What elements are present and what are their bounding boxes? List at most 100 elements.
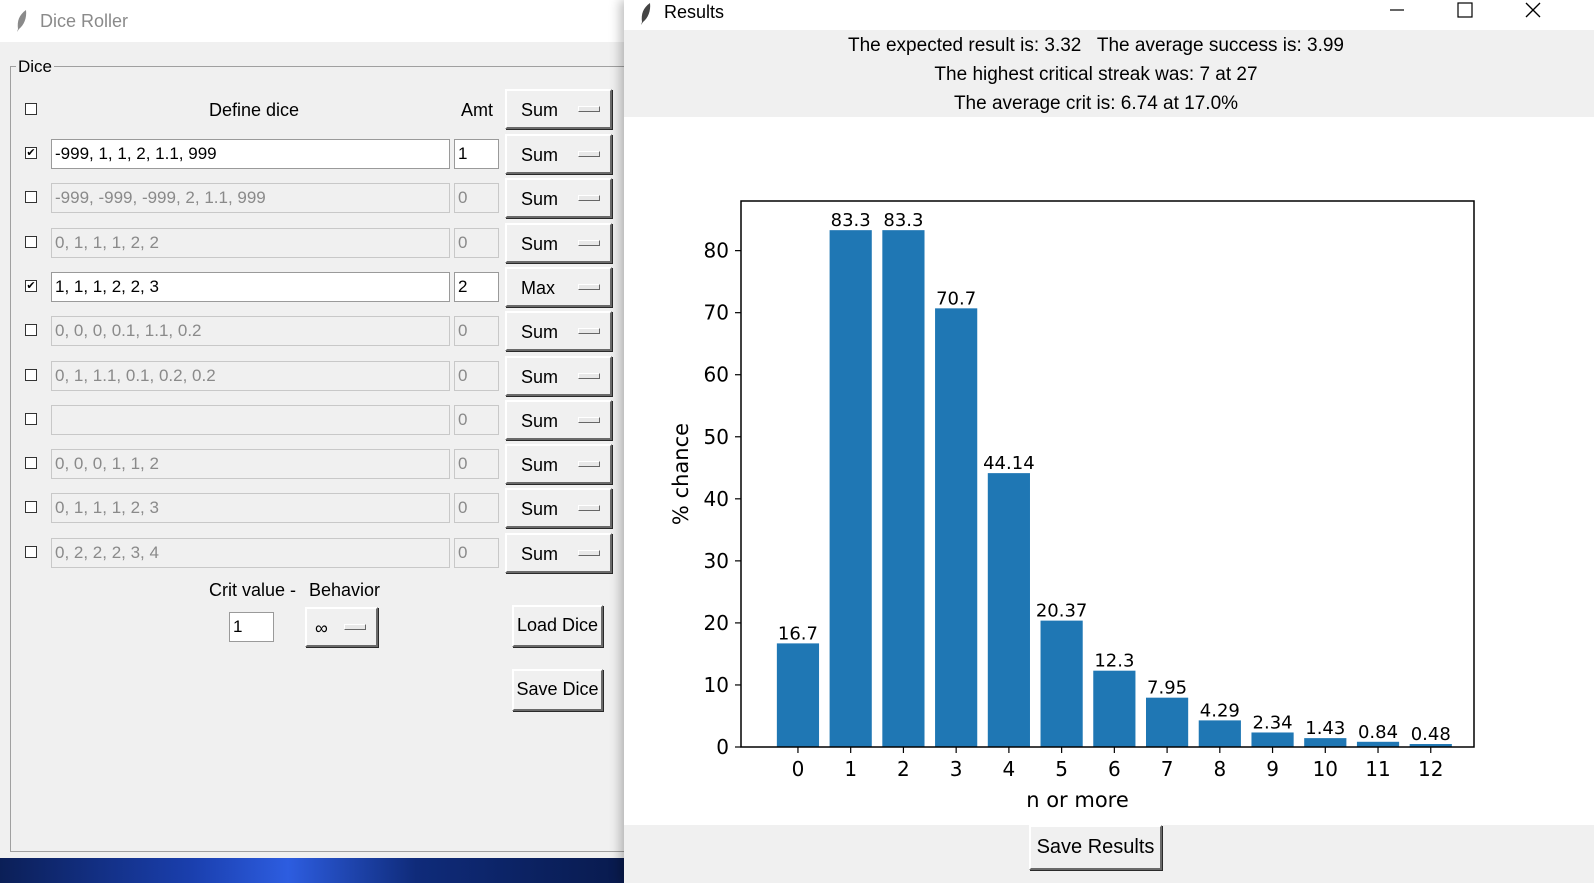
amount-input[interactable]: 0 (454, 361, 499, 391)
dropdown-indicator-icon (578, 284, 600, 290)
dice-definition-input[interactable]: -999, -999, -999, 2, 1.1, 999 (51, 183, 450, 213)
amount-input[interactable]: 0 (454, 493, 499, 523)
define-dice-header: Define dice (209, 100, 300, 120)
chart-bar (1040, 620, 1083, 747)
bar-value-label: 1.43 (1305, 718, 1345, 739)
dropdown-indicator-icon (578, 417, 600, 423)
chart-bar (882, 230, 925, 747)
mode-label: Sum (521, 367, 559, 387)
chart-bar (935, 308, 978, 747)
select-all-checkbox[interactable] (25, 103, 37, 115)
dice-frame (10, 66, 630, 852)
row-checkbox[interactable] (25, 546, 37, 558)
x-tick-label: 3 (950, 757, 963, 781)
row-checkbox[interactable]: ✔ (25, 147, 37, 159)
desktop-background (0, 855, 640, 883)
close-button[interactable] (1510, 0, 1556, 30)
mode-dropdown[interactable]: Sum (505, 533, 612, 573)
chart-bar (1251, 732, 1294, 747)
x-axis-label: n or more (1026, 788, 1129, 812)
crit-value-input[interactable]: 1 (229, 612, 274, 642)
amount-input[interactable]: 0 (454, 228, 499, 258)
dice-definition-input[interactable]: 0, 1, 1, 1, 2, 2 (51, 228, 450, 258)
amount-input[interactable]: 2 (454, 272, 499, 302)
bar-value-label: 20.37 (1036, 601, 1088, 622)
chart-bar (1145, 697, 1189, 747)
y-axis-label: % chance (669, 423, 693, 525)
bar-value-label: 16.7 (778, 623, 818, 644)
dice-definition-input[interactable]: 0, 1, 1, 1, 2, 3 (51, 493, 450, 523)
results-window: Results The expected result is: 3.32 The… (624, 0, 1594, 883)
row-checkbox[interactable]: ✔ (25, 280, 37, 292)
mode-dropdown[interactable]: Sum (505, 134, 612, 174)
mode-dropdown[interactable]: Max (505, 267, 612, 307)
dice-definition-input[interactable]: 0, 1, 1.1, 0.1, 0.2, 0.2 (51, 361, 450, 391)
y-tick-label: 50 (704, 425, 729, 449)
row-checkbox[interactable] (25, 413, 37, 425)
x-tick-label: 12 (1418, 757, 1443, 781)
dropdown-indicator-icon (578, 373, 600, 379)
amount-input[interactable]: 0 (454, 405, 499, 435)
mode-dropdown[interactable]: Sum (505, 223, 612, 263)
dice-definition-input[interactable]: 1, 1, 1, 2, 2, 3 (51, 272, 450, 302)
amount-input[interactable]: 0 (454, 183, 499, 213)
x-tick-label: 4 (1003, 757, 1016, 781)
row-checkbox[interactable] (25, 236, 37, 248)
dropdown-indicator-icon (578, 240, 600, 246)
mode-dropdown[interactable]: Sum (505, 400, 612, 440)
row-checkbox[interactable] (25, 457, 37, 469)
minimize-button[interactable] (1374, 0, 1420, 30)
dice-roller-titlebar[interactable]: Dice Roller (0, 0, 632, 42)
amount-input[interactable]: 1 (454, 139, 499, 169)
chart-bar (1198, 720, 1241, 747)
window-title: Dice Roller (40, 11, 129, 31)
dice-definition-input[interactable]: -999, 1, 1, 2, 1.1, 999 (51, 139, 450, 169)
mode-dropdown[interactable]: Sum (505, 311, 612, 351)
dice-definition-input[interactable]: 0, 0, 0, 1, 1, 2 (51, 449, 450, 479)
dice-definition-input[interactable] (51, 405, 450, 435)
save-dice-button[interactable]: Save Dice (512, 669, 603, 711)
chart-bar (1409, 744, 1452, 747)
mode-label: Max (521, 278, 556, 298)
dropdown-indicator-icon (578, 550, 600, 556)
y-tick-label: 0 (716, 735, 729, 759)
mode-dropdown[interactable]: Sum (505, 488, 612, 528)
bar-value-label: 0.48 (1411, 724, 1451, 745)
row-checkbox[interactable] (25, 501, 37, 513)
results-titlebar[interactable]: Results (624, 0, 1594, 30)
critical-streak-text: The highest critical streak was: 7 at 27 (934, 64, 1258, 85)
mode-dropdown[interactable]: Sum (505, 444, 612, 484)
dropdown-indicator-icon (578, 195, 600, 201)
x-tick-label: 0 (792, 757, 805, 781)
load-dice-button[interactable]: Load Dice (512, 605, 603, 647)
chart-bar (1093, 670, 1136, 747)
row-checkbox[interactable] (25, 191, 37, 203)
mode-label: Sum (521, 411, 559, 431)
amount-input[interactable]: 0 (454, 316, 499, 346)
plot-frame (740, 200, 1475, 748)
feather-icon (17, 10, 27, 32)
amt-header: Amt (461, 100, 494, 120)
dice-definition-input[interactable]: 0, 2, 2, 2, 3, 4 (51, 538, 450, 568)
global-mode-dropdown[interactable]: Sum (505, 89, 612, 129)
mode-dropdown[interactable]: Sum (505, 356, 612, 396)
amount-input[interactable]: 0 (454, 538, 499, 568)
dropdown-indicator-icon (578, 505, 600, 511)
bar-value-label: 83.3 (831, 210, 871, 231)
amount-input[interactable]: 0 (454, 449, 499, 479)
maximize-button[interactable] (1442, 0, 1488, 30)
x-tick-label: 7 (1161, 757, 1174, 781)
stats-area: The expected result is: 3.32 The average… (624, 30, 1594, 117)
mode-label: Sum (521, 145, 559, 165)
save-results-button[interactable]: Save Results (1029, 825, 1162, 870)
expected-result-text: The expected result is: 3.32 The average… (847, 35, 1345, 56)
y-tick-label: 20 (704, 611, 729, 635)
row-checkbox[interactable] (25, 369, 37, 381)
mode-dropdown[interactable]: Sum (505, 178, 612, 218)
row-checkbox[interactable] (25, 324, 37, 336)
mode-label: Sum (521, 544, 559, 564)
behavior-value: ∞ (315, 618, 328, 638)
behavior-dropdown[interactable]: ∞ (305, 607, 378, 647)
dice-definition-input[interactable]: 0, 0, 0, 0.1, 1.1, 0.2 (51, 316, 450, 346)
feather-icon (641, 3, 651, 25)
